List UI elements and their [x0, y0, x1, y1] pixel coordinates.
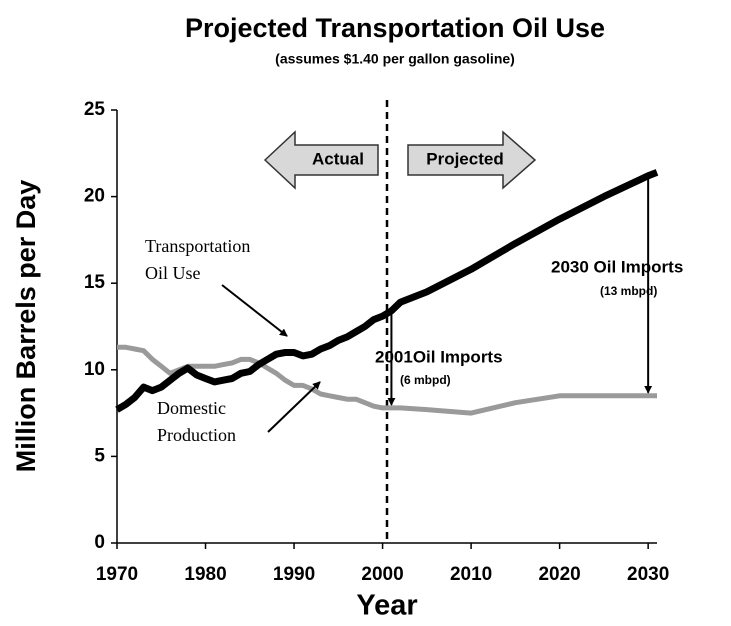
period-label: Projected	[426, 149, 503, 168]
x-tick-label: 2000	[361, 564, 403, 585]
x-tick-label: 1990	[273, 564, 315, 585]
chart-subtitle: (assumes $1.40 per gallon gasoline)	[275, 51, 515, 67]
x-tick-label: 1980	[184, 564, 226, 585]
period-arrow	[263, 130, 379, 190]
pointer-arrow	[267, 381, 321, 433]
y-axis-label: Million Barrels per Day	[11, 180, 41, 473]
series-label: Transportation	[145, 236, 250, 256]
x-tick-label: 1970	[96, 564, 138, 585]
period-label: Actual	[312, 149, 364, 168]
x-tick-label: 2020	[538, 564, 580, 585]
y-tick-label: 25	[84, 99, 106, 120]
series-label: Oil Use	[145, 263, 201, 283]
imports-label: 2030 Oil Imports	[551, 257, 683, 276]
series-line	[117, 344, 657, 416]
y-tick-label: 5	[94, 445, 105, 466]
y-tick-label: 10	[84, 359, 105, 380]
pointer-arrow	[221, 284, 288, 337]
imports-amount: (6 mbpd)	[400, 373, 451, 387]
x-axis-label: Year	[356, 590, 417, 622]
imports-label: 2001Oil Imports	[375, 347, 503, 366]
y-tick-label: 15	[84, 272, 106, 293]
series-line	[115, 169, 659, 413]
chart-title: Projected Transportation Oil Use	[185, 13, 605, 43]
x-tick-label: 2010	[450, 564, 492, 585]
series-label: Production	[157, 425, 236, 445]
y-tick-label: 20	[84, 186, 105, 207]
y-tick-label: 0	[94, 532, 105, 553]
series-label: Domestic	[157, 398, 226, 418]
x-tick-label: 2030	[627, 564, 669, 585]
period-arrow	[407, 130, 537, 190]
imports-amount: (13 mbpd)	[600, 284, 657, 298]
